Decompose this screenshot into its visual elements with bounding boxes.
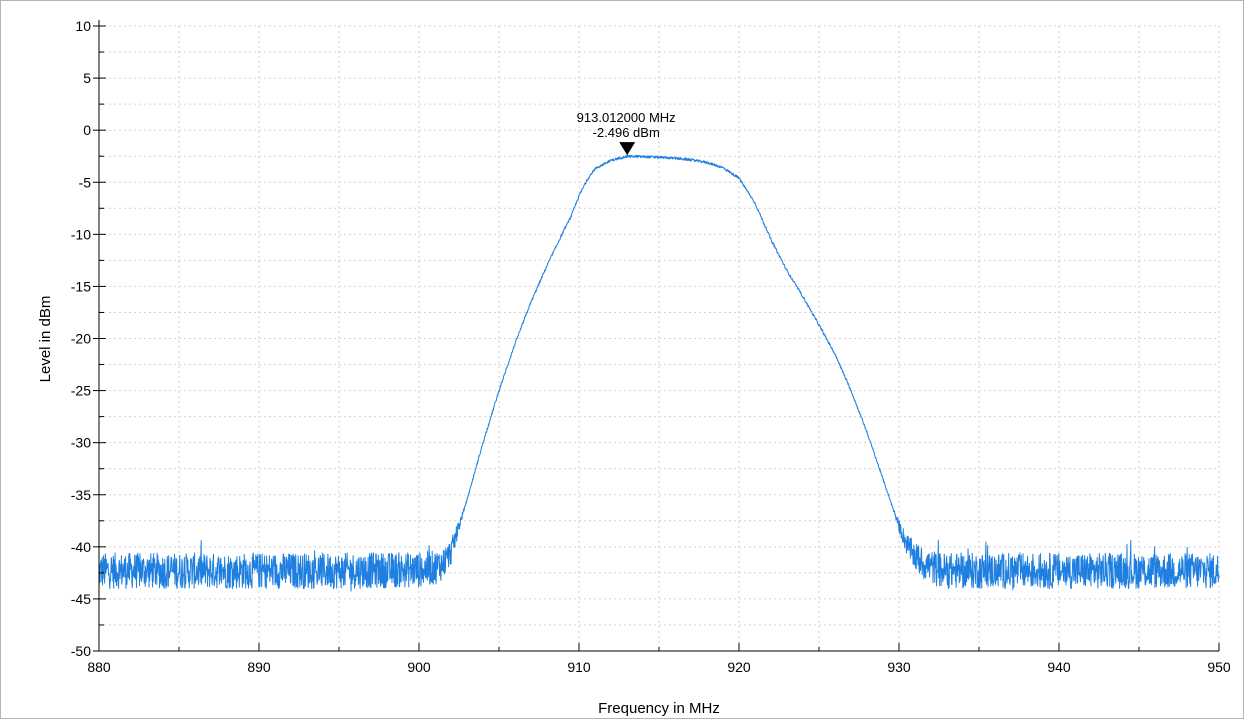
y-tick-label: -25 (71, 383, 91, 399)
peak-marker: 913.012000 MHz -2.496 dBm (577, 110, 676, 156)
y-tick-label: 10 (75, 18, 91, 34)
y-tick-label: -40 (71, 539, 91, 555)
y-axis-title: Level in dBm (37, 296, 54, 383)
marker-triangle-icon (619, 142, 636, 156)
y-tick-label: -45 (71, 591, 91, 607)
marker-frequency-label: 913.012000 MHz (577, 110, 676, 125)
axis-ticks: 880 890 900 910 920 930 940 950 10 5 0 -5 -10 -15 -20 -… (71, 18, 1231, 675)
x-tick-label: 920 (727, 659, 751, 675)
x-tick-label: 900 (407, 659, 431, 675)
x-tick-label: 930 (887, 659, 911, 675)
grid-lines (99, 25, 1220, 651)
y-tick-label: -35 (71, 487, 91, 503)
y-tick-label: 5 (83, 70, 91, 86)
x-tick-label: 940 (1047, 659, 1071, 675)
y-tick-label: -20 (71, 331, 91, 347)
spectrum-trace-layer (98, 154, 1220, 592)
y-tick-label: -50 (71, 643, 91, 659)
y-tick-label: -15 (71, 278, 91, 294)
x-axis-title: Frequency in MHz (598, 700, 720, 717)
x-tick-label: 880 (87, 659, 111, 675)
x-tick-label: 950 (1207, 659, 1231, 675)
y-tick-label: -30 (71, 435, 91, 451)
y-tick-label: -10 (71, 226, 91, 242)
x-tick-label: 910 (567, 659, 591, 675)
marker-level-label: -2.496 dBm (593, 125, 660, 140)
spectrum-trace (98, 154, 1220, 592)
x-tick-label: 890 (247, 659, 271, 675)
y-tick-label: -5 (79, 174, 92, 190)
y-tick-label: 0 (83, 122, 91, 138)
